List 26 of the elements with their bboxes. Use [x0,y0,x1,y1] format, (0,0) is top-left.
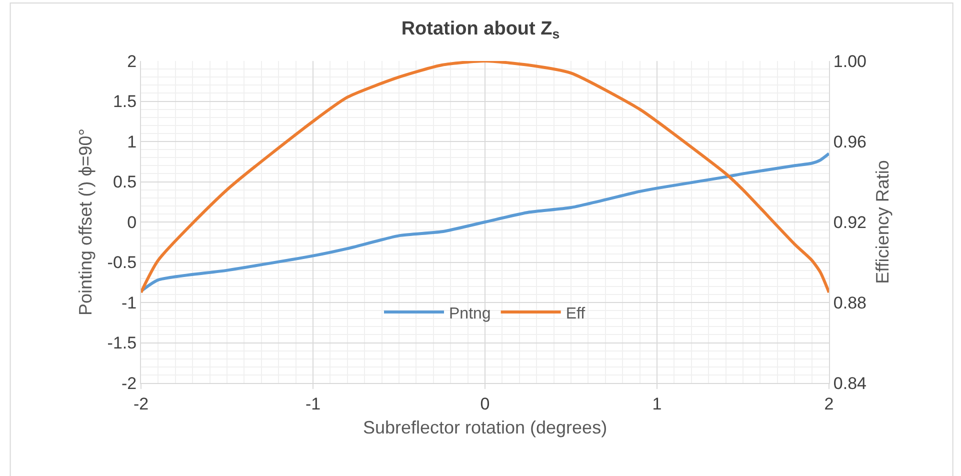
x-tick-label: 0 [480,394,490,414]
y2-tick-label: 0.84 [833,374,866,393]
y-tick-label: 2 [127,52,137,71]
y2-tick-label: 1.00 [833,52,866,71]
chart-title: Rotation about Z$_{s}$ [401,18,560,42]
x-tick-label: 2 [824,394,834,414]
x-tick-label: 1 [652,394,662,414]
y-tick-label: 0.5 [112,172,137,192]
y2-tick-label: 0.96 [833,132,866,152]
y-tick-label: -1.5 [107,334,137,353]
y2-axis-title: Efficiency Ratio [872,160,893,284]
line-series [141,152,829,293]
y-tick-label: 1 [127,132,137,152]
legend-label: Eff [566,305,586,322]
y-tick-label: 1.5 [112,92,137,112]
y-tick-label: -0.5 [107,253,137,272]
y2-tick-label: 0.92 [833,212,866,232]
y-tick-label: -1 [121,293,137,312]
y2-tick-label: 0.88 [833,293,866,312]
x-tick-label: -1 [305,394,321,414]
y-tick-label: -2 [121,374,137,393]
line-series [141,61,829,294]
y-axis-title: Pointing offset (') ϕ=90° [76,128,96,316]
y-tick-label: 0 [127,212,137,232]
x-axis-title: Subreflector rotation (degrees) [362,418,608,438]
legend-label: Pntng [449,305,491,322]
